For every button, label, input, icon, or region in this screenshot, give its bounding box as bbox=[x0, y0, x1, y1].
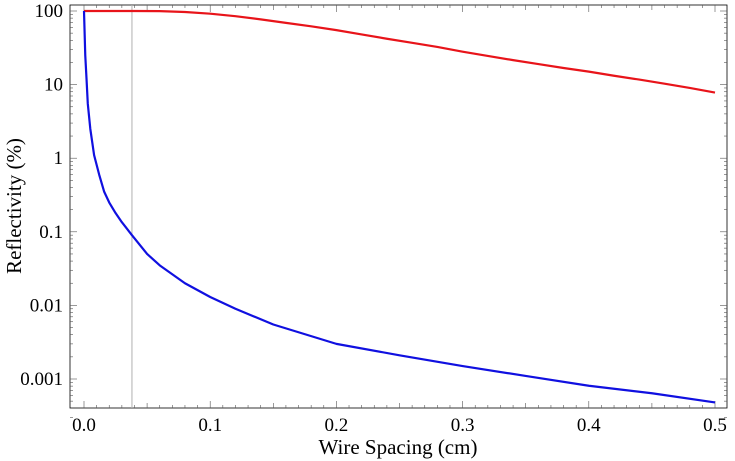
y-tick-label: 100 bbox=[35, 1, 64, 22]
x-tick-label: 0.5 bbox=[703, 415, 727, 436]
tick-labels: 0.0 0.1 0.2 0.3 0.4 0.5 100 10 1 0.1 0.01 0.001 bbox=[20, 1, 727, 436]
y-tick-label: 0.001 bbox=[20, 369, 63, 390]
y-tick-label: 10 bbox=[44, 75, 63, 96]
x-tick-label: 0.0 bbox=[72, 415, 96, 436]
series-group bbox=[82, 9, 716, 404]
axis-ticks bbox=[70, 5, 727, 418]
series-line-2 bbox=[82, 10, 716, 404]
y-tick-label: 0.1 bbox=[39, 222, 63, 243]
plot-frame bbox=[69, 4, 728, 409]
y-tick-label: 0.01 bbox=[30, 295, 63, 316]
y-tick-label: 1 bbox=[54, 148, 64, 169]
series-line-1 bbox=[84, 9, 716, 94]
x-tick-label: 0.3 bbox=[451, 415, 475, 436]
y-axis-label: Reflectivity (%) bbox=[2, 138, 26, 274]
x-tick-label: 0.1 bbox=[198, 415, 222, 436]
x-tick-label: 0.4 bbox=[577, 415, 601, 436]
x-axis-label: Wire Spacing (cm) bbox=[319, 435, 478, 459]
x-tick-label: 0.2 bbox=[325, 415, 349, 436]
